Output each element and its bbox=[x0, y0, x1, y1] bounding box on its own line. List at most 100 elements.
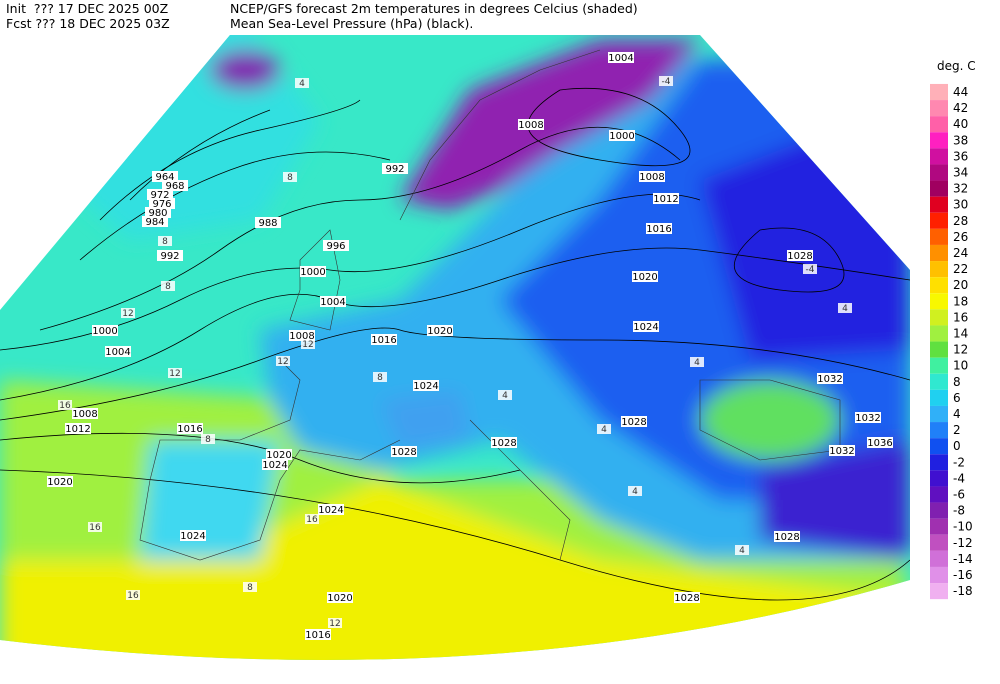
init-line: Init ??? 17 DEC 2025 00Z bbox=[6, 1, 168, 16]
colorbar-label: 16 bbox=[953, 310, 968, 324]
isobar-label: 1028 bbox=[787, 251, 812, 262]
isobar-label: 992 bbox=[385, 164, 404, 175]
isobar-label: 1004 bbox=[105, 347, 130, 358]
temperature-label: 4 bbox=[502, 391, 508, 401]
isobar-label: 1008 bbox=[289, 331, 314, 342]
isobar-label-bg bbox=[147, 189, 173, 200]
isobar-label-bg bbox=[300, 266, 326, 277]
temperature-label: 4 bbox=[299, 79, 305, 89]
temperature-label: 12 bbox=[302, 340, 313, 350]
temperature-label-bg bbox=[803, 264, 817, 274]
subtitle: Mean Sea-Level Pressure (hPa) (black). bbox=[230, 16, 473, 31]
temperature-label-bg bbox=[158, 236, 172, 246]
temperature-label-bg bbox=[301, 339, 315, 349]
isobar-label-bg bbox=[787, 250, 813, 261]
isobar-label-bg bbox=[152, 171, 178, 182]
isobar-label-bg bbox=[774, 531, 800, 542]
isobar-label-bg bbox=[829, 445, 855, 456]
temperature-label-bg bbox=[243, 582, 257, 592]
isobar-label-bg bbox=[255, 217, 281, 228]
temperature-label-bg bbox=[276, 356, 290, 366]
isobar-label-bg bbox=[855, 412, 881, 423]
temperature-label: 4 bbox=[842, 304, 848, 314]
fcst-line: Fcst ??? 18 DEC 2025 03Z bbox=[6, 16, 170, 31]
isobar-label: 1008 bbox=[518, 120, 543, 131]
isobar-label: 1016 bbox=[177, 424, 202, 435]
colorbar-label: 14 bbox=[953, 327, 968, 341]
temperature-label: 12 bbox=[277, 357, 288, 367]
temperature-label-bg bbox=[295, 78, 309, 88]
temperature-label-bg bbox=[88, 522, 102, 532]
isobar-label: 1020 bbox=[266, 450, 291, 461]
colorbar-unit: deg. C bbox=[937, 59, 976, 73]
temperature-label-bg bbox=[161, 281, 175, 291]
isobar-label: 1020 bbox=[327, 593, 352, 604]
temperature-label-bg bbox=[498, 390, 512, 400]
isobar-label: 1032 bbox=[817, 374, 842, 385]
temperature-label-bg bbox=[121, 308, 135, 318]
isobar-label-bg bbox=[371, 334, 397, 345]
colorbar-box bbox=[930, 518, 948, 535]
isobar-label-bg bbox=[639, 171, 665, 182]
temperature-label-bg bbox=[735, 545, 749, 555]
colorbar-box bbox=[930, 261, 948, 278]
isobar-label: 1016 bbox=[371, 335, 396, 346]
isobar-label: 984 bbox=[145, 217, 164, 228]
temperature-label-bg bbox=[201, 434, 215, 444]
isobar-label: 1032 bbox=[855, 413, 880, 424]
temperature-label-bg bbox=[328, 618, 342, 628]
temperature-label: 8 bbox=[165, 282, 171, 292]
isobar-label-bg bbox=[609, 130, 635, 141]
isobar-label-bg bbox=[391, 446, 417, 457]
temperature-label: 16 bbox=[127, 591, 139, 601]
isobar-label-bg bbox=[92, 325, 118, 336]
isobar-label: 1028 bbox=[674, 593, 699, 604]
colorbar-label: 32 bbox=[953, 182, 968, 196]
colorbar-label: 42 bbox=[953, 101, 968, 115]
colorbar-label: 6 bbox=[953, 391, 961, 405]
colorbar-box bbox=[930, 405, 948, 423]
isobar-label: 1012 bbox=[653, 194, 678, 205]
colorbar-box bbox=[930, 309, 948, 326]
isobar-label: 1008 bbox=[72, 409, 97, 420]
isobar-label-bg bbox=[47, 476, 73, 487]
isobar-label-bg bbox=[327, 592, 353, 603]
colorbar-box bbox=[930, 502, 948, 519]
colorbar-box bbox=[930, 196, 948, 213]
isobar-label-bg bbox=[177, 423, 203, 434]
temperature-label: 8 bbox=[247, 583, 253, 593]
temperature-label: 8 bbox=[162, 237, 168, 247]
colorbar-label: -4 bbox=[953, 471, 965, 485]
temperature-label-bg bbox=[628, 486, 642, 496]
isobar-label-bg bbox=[305, 629, 331, 640]
colorbar-label: 44 bbox=[953, 85, 968, 99]
isobar-label: 964 bbox=[155, 172, 174, 183]
colorbar-box bbox=[930, 148, 948, 165]
isobar-label: 1020 bbox=[632, 272, 657, 283]
colorbar-label: 12 bbox=[953, 343, 968, 357]
isobar-label-bg bbox=[157, 250, 183, 261]
colorbar-label: 34 bbox=[953, 166, 968, 180]
temperature-label-bg bbox=[126, 590, 140, 600]
temperature-label-bg bbox=[838, 303, 852, 313]
colorbar-label: 0 bbox=[953, 439, 961, 453]
isobar-label: 1024 bbox=[180, 531, 205, 542]
isobar-label: 1024 bbox=[633, 322, 658, 333]
colorbar-box bbox=[930, 244, 948, 262]
colorbar-box bbox=[930, 277, 948, 294]
colorbar-box bbox=[930, 566, 948, 584]
colorbar-box bbox=[930, 470, 948, 487]
temperature-label: 16 bbox=[59, 401, 71, 411]
isobar-label-bg bbox=[646, 223, 672, 234]
isobar-label: 1008 bbox=[639, 172, 664, 183]
colorbar-box bbox=[930, 438, 948, 455]
isobar-label: 1028 bbox=[491, 438, 516, 449]
isobar-label: 968 bbox=[165, 181, 184, 192]
isobar-label-bg bbox=[817, 373, 843, 384]
isobar-label: 1028 bbox=[774, 532, 799, 543]
isobar-label-bg bbox=[145, 207, 171, 218]
isobar-label-bg bbox=[162, 180, 188, 191]
temperature-label-bg bbox=[597, 424, 611, 434]
colorbar-box bbox=[930, 486, 948, 503]
